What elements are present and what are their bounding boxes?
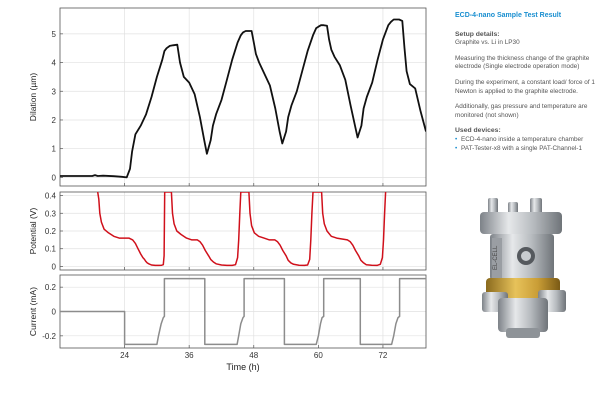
info-panel: ECD-4-nano Sample Test Result Setup deta… — [455, 12, 595, 153]
y-tick-label: 0 — [52, 173, 57, 182]
current-series-line — [60, 277, 426, 346]
y-tick-label: 0.4 — [45, 192, 57, 201]
device-photo: EL-CELL — [480, 198, 566, 338]
info-title: ECD-4-nano Sample Test Result — [455, 12, 562, 19]
description-3: Additionally, gas pressure and temperatu… — [455, 103, 588, 119]
potential-panel: 0 0.1 0.2 0.3 0.4 Potential (V) — [28, 192, 427, 271]
device-item: ECD-4-nano inside a temperature chamber — [455, 136, 595, 145]
setup-heading: Setup details: — [455, 30, 500, 38]
y-tick-label: 0.1 — [45, 245, 57, 254]
x-tick-label: 72 — [378, 351, 387, 360]
devices-heading: Used devices: — [455, 127, 501, 135]
y-tick-label: 0 — [52, 308, 57, 317]
device-item: PAT-Tester-x8 with a single PAT-Channel-… — [455, 145, 595, 154]
potential-y-axis-label: Potential (V) — [28, 207, 38, 254]
y-tick-label: 3 — [52, 87, 57, 96]
current-y-axis-label: Current (mA) — [28, 287, 38, 336]
charts-area: 0 1 2 3 4 5 Dilation (µm) 0 0.1 0.2 0.3 0.4 Potenti… — [28, 7, 427, 372]
x-tick-label: 24 — [120, 351, 129, 360]
potential-series-line — [96, 192, 387, 267]
description-2: During the experiment, a constant load/ … — [455, 78, 595, 95]
plot-frame — [59, 7, 427, 187]
dilation-y-axis-label: Dilation (µm) — [28, 73, 38, 122]
y-tick-label: 0 — [52, 262, 57, 271]
setup-line: Graphite vs. Li in LP30 — [455, 39, 520, 47]
y-tick-label: 0.2 — [45, 227, 57, 236]
y-tick-label: 0.3 — [45, 209, 57, 218]
y-tick-label: 4 — [52, 59, 57, 68]
dilation-panel: 0 1 2 3 4 5 Dilation (µm) — [28, 7, 427, 187]
devices-list: ECD-4-nano inside a temperature chamber … — [455, 136, 595, 153]
x-tick-label: 36 — [185, 351, 194, 360]
x-axis-label: Time (h) — [226, 362, 259, 372]
current-panel: -0.2 0 0.2 Current (mA) 24 36 48 60 72 Time (h) — [28, 274, 427, 372]
y-tick-label: 2 — [52, 116, 57, 125]
x-tick-label: 60 — [314, 351, 323, 360]
y-tick-label: -0.2 — [42, 332, 56, 341]
y-tick-label: 0.2 — [45, 283, 57, 292]
dilation-series-line — [60, 18, 426, 179]
y-tick-label: 1 — [52, 145, 57, 154]
device-brand: EL-CELL — [493, 245, 499, 270]
x-tick-label: 48 — [249, 351, 258, 360]
description-1: Measuring the thickness change of the gr… — [455, 54, 590, 71]
y-tick-label: 5 — [52, 30, 57, 39]
